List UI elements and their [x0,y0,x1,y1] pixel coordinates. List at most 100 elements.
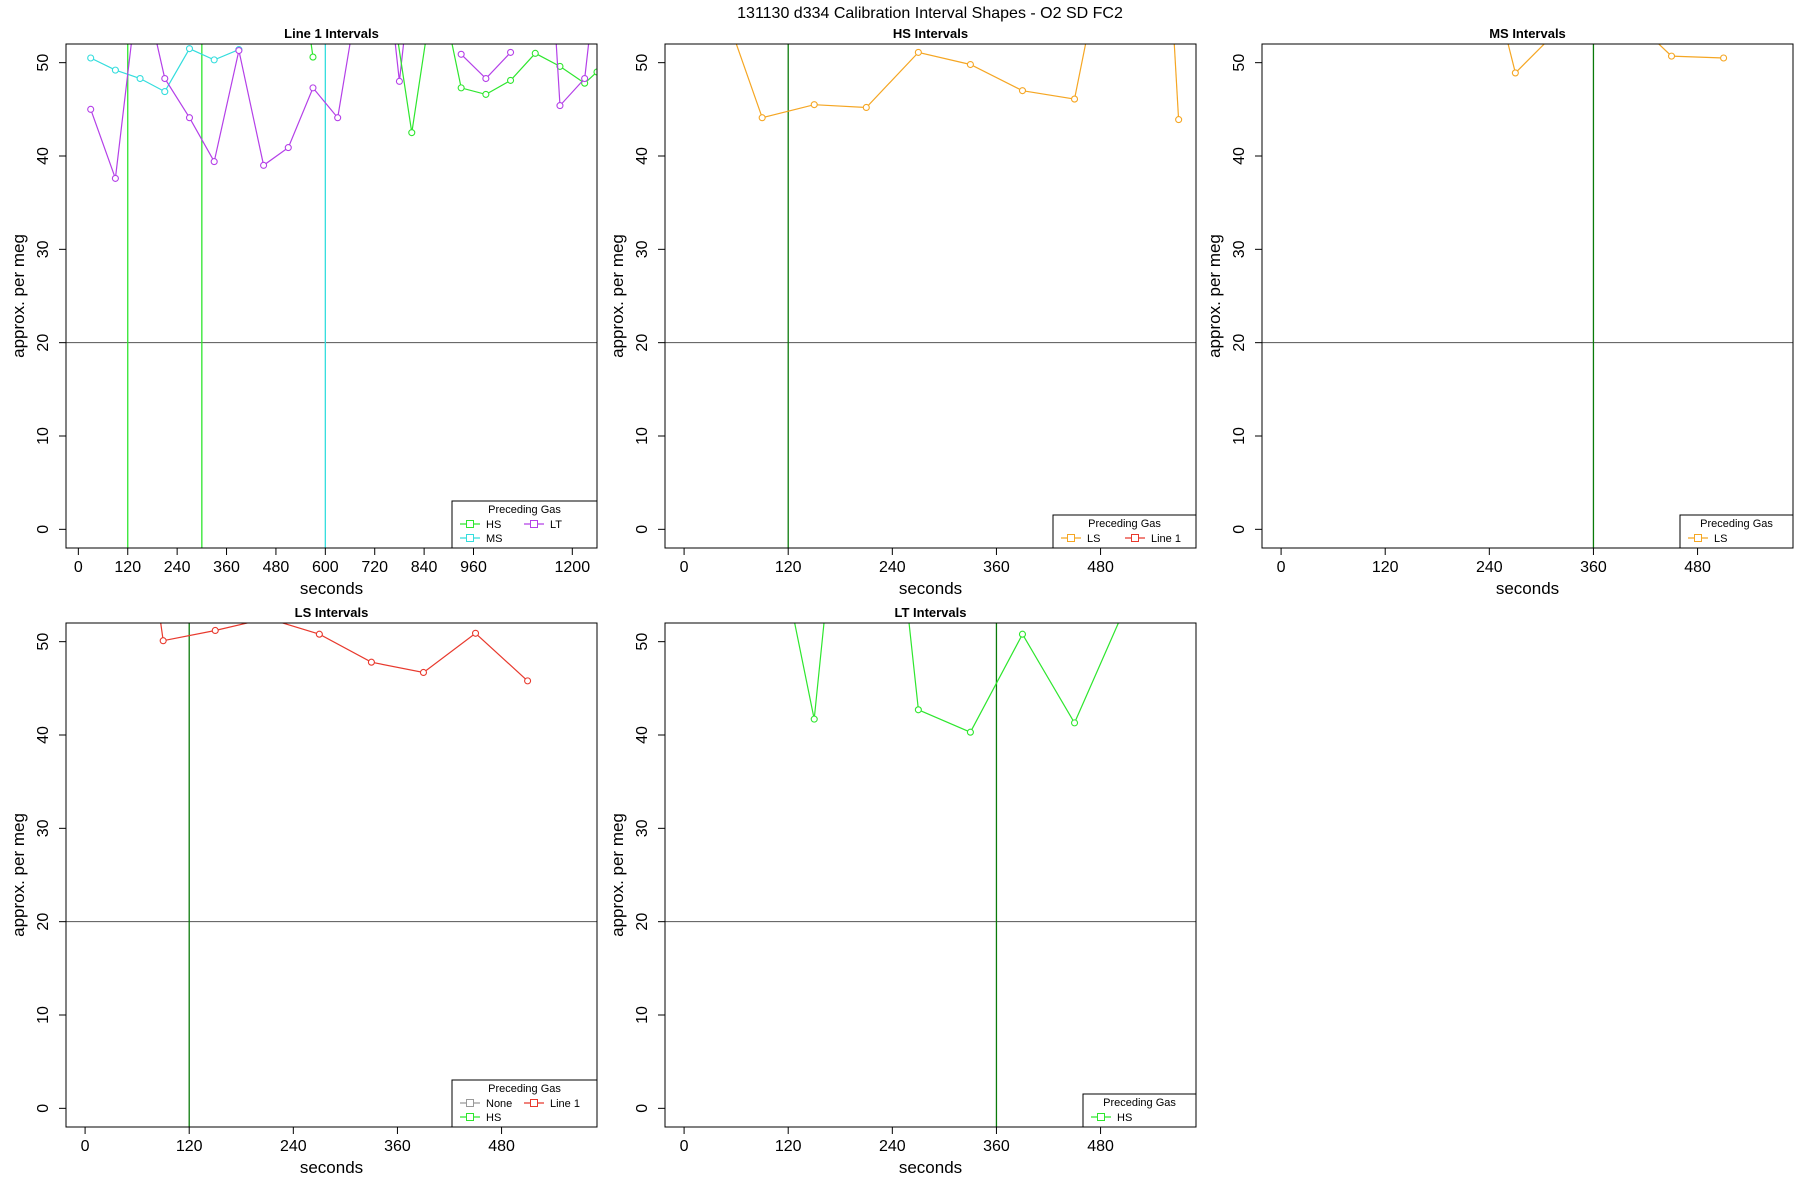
y-tick-label: 30 [634,240,651,258]
data-point [1511,69,1519,77]
x-axis-label: seconds [899,1158,962,1177]
y-tick-label: 20 [35,913,52,931]
legend-marker-hs [466,1113,474,1121]
x-tick-label: 600 [312,559,339,576]
legend-box [1679,514,1794,549]
data-point [471,629,480,637]
data-point [457,84,465,92]
x-tick-label: 120 [1372,559,1399,576]
data-point [1018,630,1027,638]
y-tick-label: 20 [634,334,651,352]
data-point [966,728,974,736]
legend: Preceding Gas None Line 1 HS [451,1079,598,1128]
y-tick-label: 30 [634,819,651,837]
y-tick-label: 40 [35,726,52,744]
legend-label-ls: LS [1087,533,1100,545]
data-point [309,53,317,61]
series-line-hs [908,623,1120,733]
y-tick-label: 30 [1231,240,1248,258]
series-group [735,44,1183,124]
data-point [367,658,375,666]
data-point [185,45,194,53]
data-point [395,77,403,85]
series-line-hs [397,44,597,133]
x-axis-label: seconds [1496,579,1559,598]
x-tick-label: 120 [775,559,802,576]
y-tick-label: 10 [35,427,52,445]
x-tick-label: 0 [680,559,689,576]
y-tick-label: 30 [35,240,52,258]
legend: Preceding Gas HS LT MS [451,500,598,549]
x-tick-label: 480 [1087,559,1114,576]
legend-marker-line-1 [530,1099,538,1107]
chart-panel-line-1-intervals: Line 1 Intervals 0 120 240 360 480 600 720 840 96… [9,26,598,598]
data-point [419,668,428,677]
legend-label-line-1: Line 1 [1151,533,1181,545]
chart-panel-lt-intervals: LT Intervals 0 120 240 360 480 0 10 20 30 40 50 seco… [608,605,1197,1177]
data-point [87,105,95,113]
legend-label-lt: LT [550,519,562,531]
data-point [1667,52,1676,60]
data-point [211,626,219,635]
legend-box [1052,514,1197,549]
data-point [758,114,766,122]
y-tick-label: 40 [634,147,651,165]
chart-panels: Line 1 Intervals 0 120 240 360 480 600 720 840 96… [9,26,1794,1177]
data-point [159,637,167,645]
plot-frame [1261,43,1794,549]
data-point [235,46,243,55]
data-point [161,88,169,96]
x-tick-label: 480 [488,1138,515,1155]
x-tick-label: 360 [983,1138,1010,1155]
legend-label-hs: HS [486,1112,501,1124]
data-point [111,66,119,74]
legend-label-hs: HS [1117,1112,1132,1124]
y-tick-label: 40 [1231,147,1248,165]
y-tick-label: 10 [1231,427,1248,445]
x-tick-label: 240 [879,559,906,576]
data-point [1175,116,1183,124]
data-point [966,60,974,69]
plot-frame [664,43,1197,549]
panel-title: Line 1 Intervals [284,26,379,41]
figure-title: 131130 d334 Calibration Interval Shapes … [737,5,1123,22]
legend: Preceding Gas LS [1679,514,1794,549]
data-point [556,62,564,70]
legend-title: Preceding Gas [1103,1097,1176,1109]
data-point [284,144,292,152]
data-point [914,706,922,714]
data-point [914,48,922,56]
x-axis-label: seconds [300,1158,363,1177]
data-point [309,84,317,92]
data-point [507,76,515,84]
legend-label-ls: LS [1714,533,1727,545]
legend: Preceding Gas LS Line 1 [1052,514,1197,549]
data-point [210,158,218,166]
x-tick-label: 480 [1087,1138,1114,1155]
x-tick-label: 240 [879,1138,906,1155]
x-axis-label: seconds [899,579,962,598]
x-tick-label: 0 [1277,559,1286,576]
y-axis-label: approx. per meg [9,813,28,937]
x-tick-label: 480 [1684,559,1711,576]
x-tick-label: 360 [1580,559,1607,576]
data-point [1070,719,1079,727]
x-tick-label: 0 [74,559,83,576]
legend-marker-none [466,1099,474,1107]
x-tick-label: 240 [1476,559,1503,576]
legend-marker-ls [1067,534,1075,542]
legend-marker-ls [1694,534,1702,542]
x-tick-label: 840 [411,559,438,576]
y-tick-label: 10 [634,1006,651,1024]
x-tick-label: 240 [280,1138,307,1155]
legend-label-hs: HS [486,519,501,531]
data-point [210,56,218,64]
data-point [531,49,539,57]
data-point [161,74,169,83]
chart-panel-hs-intervals: HS Intervals 0 120 240 360 480 0 10 20 30 40 50 seco… [608,26,1197,598]
series-line-lt [555,44,590,108]
legend-title: Preceding Gas [488,1083,561,1095]
series-group [159,623,532,685]
legend: Preceding Gas HS [1082,1093,1197,1128]
data-point [593,68,597,76]
